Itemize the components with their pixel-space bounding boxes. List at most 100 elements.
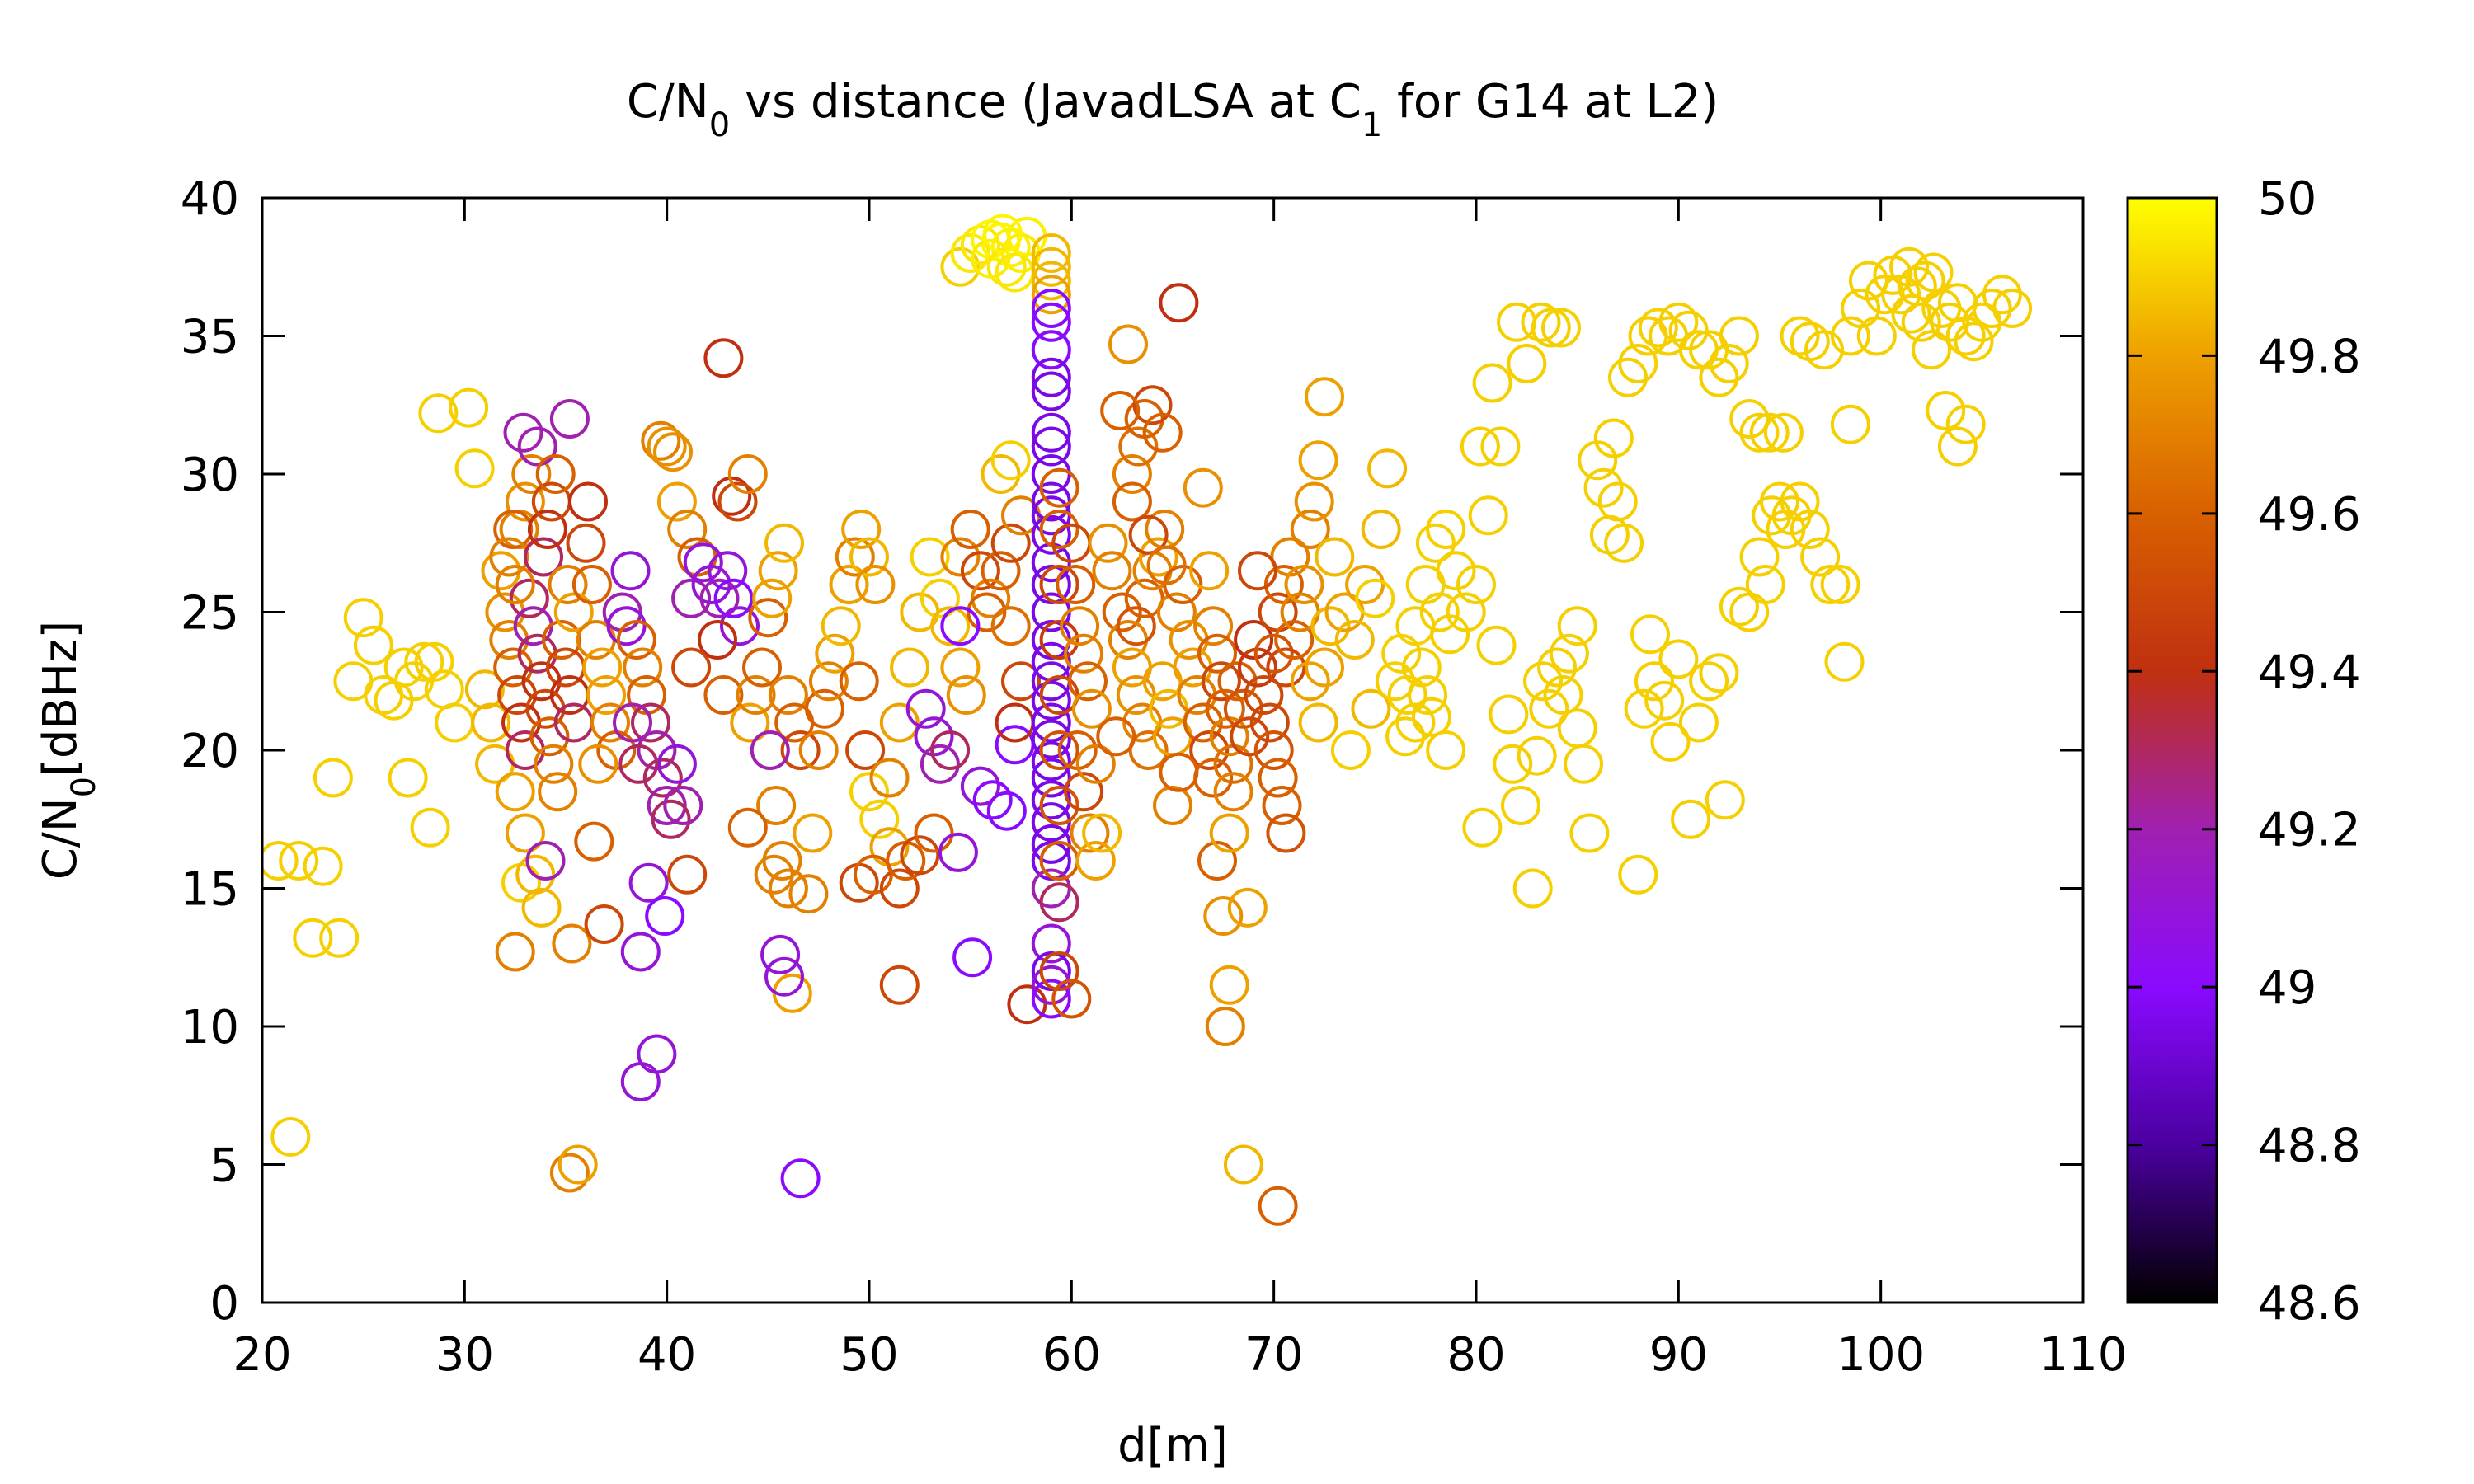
data-point xyxy=(1031,289,1071,328)
data-point xyxy=(538,772,578,812)
data-point xyxy=(879,702,920,743)
data-point xyxy=(553,592,594,632)
x-tick-label: 40 xyxy=(637,1328,696,1382)
data-point xyxy=(808,661,849,702)
data-point xyxy=(1064,633,1104,674)
data-point xyxy=(1972,289,2012,328)
data-point xyxy=(1719,316,1759,356)
data-point xyxy=(641,420,681,461)
data-point xyxy=(1569,813,1610,853)
data-point xyxy=(1234,620,1274,660)
data-point xyxy=(940,537,981,577)
data-point xyxy=(1992,289,2033,328)
data-point xyxy=(495,932,535,972)
data-point xyxy=(981,454,1021,494)
data-point xyxy=(524,537,563,577)
data-point xyxy=(656,744,697,784)
data-point xyxy=(1830,404,1870,444)
data-point xyxy=(849,537,889,577)
data-point xyxy=(1096,716,1136,757)
data-point xyxy=(1699,653,1739,693)
colorbar-frame xyxy=(2126,196,2218,1304)
data-point xyxy=(1001,661,1041,702)
data-point xyxy=(1729,399,1770,439)
data-point xyxy=(768,868,808,909)
data-point xyxy=(914,813,954,853)
data-point xyxy=(1064,772,1104,812)
data-point xyxy=(1305,377,1344,417)
data-point xyxy=(1638,308,1678,348)
data-point xyxy=(1112,454,1152,494)
y-tick-label: 30 xyxy=(181,448,239,502)
data-point xyxy=(1039,882,1079,923)
data-point xyxy=(869,758,910,798)
data-point xyxy=(1480,426,1521,467)
data-point xyxy=(1415,523,1456,563)
data-point xyxy=(1230,716,1270,757)
data-point xyxy=(1597,481,1638,522)
data-point xyxy=(1253,633,1294,674)
data-point xyxy=(1217,661,1258,702)
data-point xyxy=(1249,702,1290,743)
data-point xyxy=(1159,283,1199,323)
data-point xyxy=(1824,641,1865,682)
data-point xyxy=(262,841,299,881)
data-point xyxy=(521,887,562,928)
data-point xyxy=(582,647,623,688)
data-point xyxy=(683,542,723,583)
colorbar-tick-label: 48.8 xyxy=(2258,1120,2361,1173)
data-point xyxy=(1678,702,1719,743)
data-point xyxy=(1039,510,1079,549)
data-point xyxy=(708,551,748,591)
data-point xyxy=(920,744,960,784)
data-point xyxy=(793,813,833,853)
data-point xyxy=(717,481,758,522)
data-point xyxy=(471,702,511,743)
data-point xyxy=(713,578,754,618)
y-tick-label: 25 xyxy=(181,587,239,641)
data-point xyxy=(1800,537,1841,577)
data-point xyxy=(952,937,993,978)
data-point xyxy=(517,426,557,467)
data-point xyxy=(1634,661,1674,702)
data-point xyxy=(841,510,882,549)
data-point xyxy=(1056,565,1096,604)
data-point xyxy=(1298,702,1338,743)
data-point xyxy=(768,675,808,715)
data-point xyxy=(727,454,768,494)
data-point xyxy=(1745,565,1785,604)
colorbar-tick-label: 49.4 xyxy=(2258,646,2361,699)
data-point xyxy=(1193,606,1234,646)
data-point xyxy=(1146,545,1187,585)
data-point xyxy=(549,399,590,439)
data-point xyxy=(1334,620,1375,660)
x-tick-label: 50 xyxy=(840,1328,898,1382)
x-tick-label: 90 xyxy=(1649,1328,1708,1382)
data-point xyxy=(1159,752,1199,792)
data-point xyxy=(982,214,1023,254)
data-point xyxy=(293,918,333,958)
y-tick-label: 15 xyxy=(181,863,239,917)
data-point xyxy=(1007,984,1047,1025)
colorbar-tick-label: 49.2 xyxy=(2258,804,2361,857)
data-point xyxy=(495,772,535,812)
data-point xyxy=(642,758,683,798)
data-point xyxy=(1517,735,1557,776)
x-tick-label: 70 xyxy=(1244,1328,1303,1382)
data-point xyxy=(1729,592,1770,632)
data-point xyxy=(1258,1186,1298,1226)
data-point xyxy=(1031,247,1071,287)
data-point xyxy=(515,854,556,895)
data-point xyxy=(900,835,940,876)
data-point xyxy=(489,537,529,577)
data-point xyxy=(960,225,1000,265)
data-point xyxy=(1102,592,1142,632)
data-point xyxy=(542,620,582,660)
data-point xyxy=(752,578,793,618)
data-point xyxy=(839,661,879,702)
data-point xyxy=(1132,385,1173,425)
x-tick-label: 20 xyxy=(233,1328,291,1382)
data-point xyxy=(578,744,618,784)
title-suffix: for G14 at L2) xyxy=(1382,75,1719,129)
data-point xyxy=(1310,606,1351,646)
